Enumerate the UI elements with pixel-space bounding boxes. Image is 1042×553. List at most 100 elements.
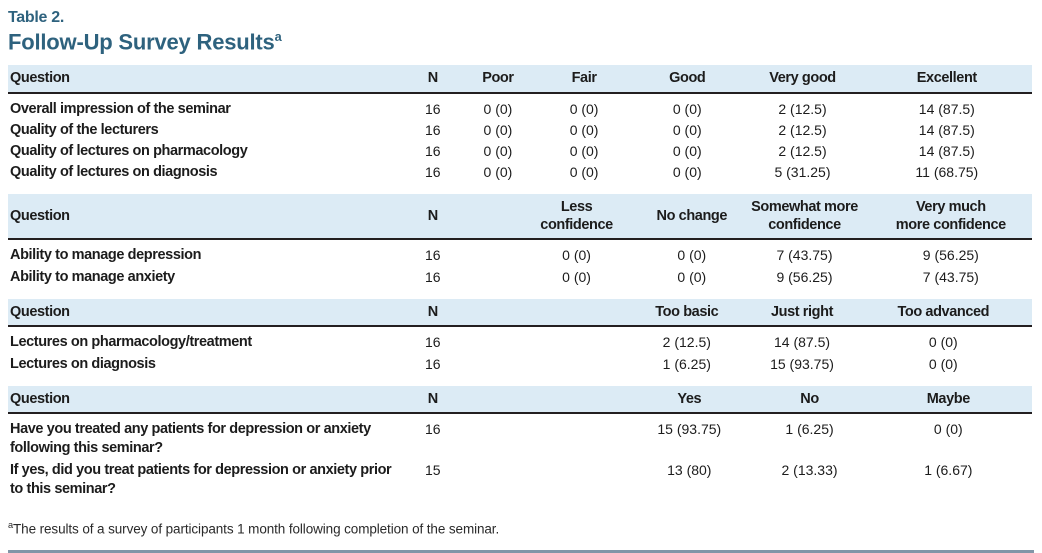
survey-table-section-3: Question N Too basic Just right Too advanced… xyxy=(8,298,1032,378)
column-header-question: Question xyxy=(8,64,407,94)
value-cell xyxy=(459,354,624,378)
value-cell: 15 (93.75) xyxy=(657,421,722,438)
value-cell: 0 (0) xyxy=(672,163,702,180)
survey-table-section-1: Question N Poor Fair Good Very good Excellent O… xyxy=(8,64,1032,186)
table-row: Quality of lectures on pharmacology 16 0 (… xyxy=(8,141,1032,162)
value-cell: 16 xyxy=(425,100,441,117)
column-header-n: N xyxy=(406,194,459,241)
table-row: Lectures on pharmacology/treatment 16 2 (1… xyxy=(8,326,1032,353)
value-cell: 2 (13.33) xyxy=(781,461,838,478)
bottom-rule xyxy=(8,549,1034,553)
question-cell: Quality of the lecturers xyxy=(10,121,159,138)
value-cell: 0 (0) xyxy=(483,100,513,117)
table-sections: Question N Poor Fair Good Very good Excellent O… xyxy=(8,64,1032,503)
value-cell: 0 (0) xyxy=(569,142,599,159)
value-cell: 7 (43.75) xyxy=(922,268,979,285)
column-header-maybe: Maybe xyxy=(864,385,1032,415)
table-number-label: Table 2. xyxy=(8,9,64,26)
value-cell: 16 xyxy=(425,268,441,285)
value-cell: 9 (56.25) xyxy=(776,268,833,285)
value-cell xyxy=(459,413,624,459)
value-cell: 15 xyxy=(425,461,441,478)
value-cell: 16 xyxy=(425,121,441,138)
value-cell xyxy=(459,326,624,353)
question-cell: Quality of lectures on pharmacology xyxy=(10,142,248,159)
page-title-superscript: a xyxy=(274,29,282,45)
column-header-question: Question xyxy=(8,385,407,415)
question-cell: Ability to manage anxiety xyxy=(10,268,175,285)
table-row: If yes, did you treat patients for depre… xyxy=(8,460,1032,503)
value-cell: 0 (0) xyxy=(677,247,707,264)
value-cell: 2 (12.5) xyxy=(778,142,827,159)
question-cell: If yes, did you treat patients for depre… xyxy=(10,461,392,497)
value-cell: 0 (0) xyxy=(672,121,702,138)
column-spacer xyxy=(458,194,509,241)
value-cell: 0 (0) xyxy=(928,355,958,372)
value-cell: 16 xyxy=(425,142,441,159)
question-cell: Lectures on pharmacology/treatment xyxy=(10,334,252,351)
value-cell xyxy=(459,267,509,291)
value-cell: 0 (0) xyxy=(483,121,513,138)
value-cell: 16 xyxy=(425,163,441,180)
value-cell: 0 (0) xyxy=(483,163,513,180)
value-cell: 0 (0) xyxy=(569,121,599,138)
value-cell: 0 (0) xyxy=(672,100,702,117)
page-title-text: Follow-Up Survey Results xyxy=(8,29,275,55)
table-row: Ability to manage depression 16 0 (0) 0 (0)… xyxy=(8,239,1032,266)
table-row: Quality of lectures on diagnosis 16 0 (0) 0… xyxy=(8,162,1032,186)
value-cell: 14 (87.5) xyxy=(918,142,975,159)
value-cell: 2 (12.5) xyxy=(662,334,711,351)
value-cell: 14 (87.5) xyxy=(773,334,831,351)
table-row: Quality of the lecturers 16 0 (0) 0 (0) 0 (0… xyxy=(8,120,1032,141)
question-cell: Lectures on diagnosis xyxy=(10,355,156,372)
column-header-fair: Fair xyxy=(537,64,632,94)
column-header-poor: Poor xyxy=(458,64,537,94)
value-cell: 13 (80) xyxy=(667,461,712,478)
column-header-very-much-more-confidence: Very much more confidence xyxy=(869,194,1032,241)
column-header-good: Good xyxy=(631,64,744,94)
value-cell: 14 (87.5) xyxy=(918,121,975,138)
value-cell xyxy=(459,460,624,503)
header-row: Question N Yes No Maybe xyxy=(8,385,1032,415)
value-cell: 0 (0) xyxy=(677,268,707,285)
value-cell: 2 (12.5) xyxy=(778,121,827,138)
value-cell: 14 (87.5) xyxy=(918,100,975,117)
header-row: Question N Less confidence No change Somewha… xyxy=(8,194,1032,241)
value-cell: 0 (0) xyxy=(562,247,591,264)
column-header-yes: Yes xyxy=(624,385,755,415)
survey-table-section-4: Question N Yes No Maybe Have you treated any … xyxy=(8,385,1032,503)
column-spacer xyxy=(458,385,625,415)
value-cell: 0 (0) xyxy=(672,142,702,159)
column-header-no: No xyxy=(754,385,865,415)
column-header-n: N xyxy=(406,298,459,328)
column-spacer xyxy=(458,298,625,328)
column-header-too-basic: Too basic xyxy=(624,298,750,328)
value-cell: 16 xyxy=(425,247,441,264)
page-title: Follow-Up Survey Resultsa xyxy=(8,30,1032,55)
value-cell: 2 (12.5) xyxy=(778,100,827,117)
footnote-text: The results of a survey of participants … xyxy=(13,521,500,537)
table-row: Overall impression of the seminar 16 0 (0)… xyxy=(8,93,1032,120)
column-header-question: Question xyxy=(8,298,407,328)
value-cell: 0 (0) xyxy=(562,268,591,285)
column-header-n: N xyxy=(406,385,459,415)
footnote: aThe results of a survey of participants… xyxy=(8,520,1032,537)
column-header-just-right: Just right xyxy=(749,298,855,328)
value-cell: 15 (93.75) xyxy=(770,355,834,372)
value-cell: 7 (43.75) xyxy=(776,247,833,264)
question-cell: Overall impression of the seminar xyxy=(10,100,231,117)
column-header-excellent: Excellent xyxy=(861,64,1032,94)
value-cell: 16 xyxy=(425,334,441,351)
question-cell: Ability to manage depression xyxy=(10,247,202,264)
table-row: Lectures on diagnosis 16 1 (6.25) 15 (93.75… xyxy=(8,354,1032,378)
value-cell: 11 (68.75) xyxy=(915,163,979,180)
footnote-marker: a xyxy=(8,519,14,530)
value-cell: 5 (31.25) xyxy=(774,163,831,180)
value-cell: 1 (6.25) xyxy=(662,355,711,372)
value-cell: 16 xyxy=(425,355,441,372)
column-header-too-advanced: Too advanced xyxy=(854,298,1032,328)
value-cell: 1 (6.67) xyxy=(924,461,973,478)
column-header-less-confidence: Less confidence xyxy=(508,194,645,241)
column-header-no-change: No change xyxy=(644,194,740,241)
